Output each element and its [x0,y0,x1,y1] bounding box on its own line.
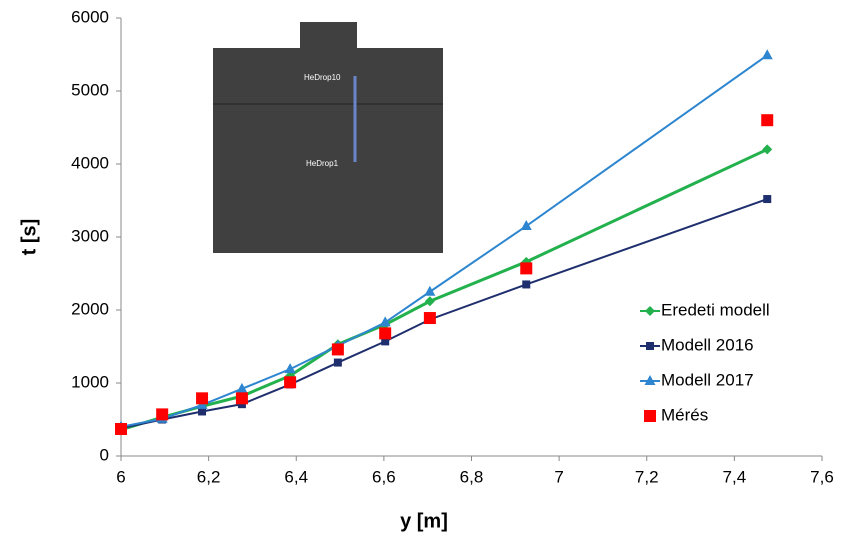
legend-marker [645,306,655,316]
tank-dome [213,48,443,104]
data-point [761,49,773,60]
legend-label: Modell 2016 [661,335,754,354]
data-point [115,422,127,435]
x-tick-label: 7,4 [723,467,747,486]
tank-neck [300,22,357,50]
inset-label: HeDrop1 [306,159,339,168]
data-point [761,114,774,127]
data-point [520,220,532,231]
legend-label: Modell 2017 [661,370,754,389]
legend-label: Mérés [661,405,708,424]
data-point [424,296,435,307]
data-point [762,144,773,155]
series-line [120,198,768,430]
data-point [196,392,209,405]
x-tick-label: 7,2 [635,467,659,486]
data-point [235,392,248,405]
x-tick-label: 6,4 [284,467,308,486]
data-point [423,312,436,325]
data-point [520,262,533,275]
x-tick-label: 7,6 [810,467,834,486]
inset-label: HeDrop10 [304,73,341,82]
legend-marker [644,375,656,385]
x-tick-label: 7 [554,467,563,486]
data-point [522,280,531,289]
data-point [156,408,169,421]
data-point [198,407,207,416]
x-tick-label: 6,8 [460,467,484,486]
y-tick-label: 1000 [71,372,109,391]
data-point [424,285,436,296]
inset-image: HeDrop10 HeDrop1 [213,22,443,253]
x-axis-label: y [m] [400,510,448,532]
data-point [763,195,772,204]
y-tick-label: 2000 [71,299,109,318]
y-tick-label: 5000 [71,80,109,99]
y-tick-label: 4000 [71,153,109,172]
y-tick-label: 3000 [71,226,109,245]
x-tick-label: 6,6 [372,467,396,486]
data-point [379,316,391,327]
data-point [284,376,297,389]
x-tick-label: 6,2 [197,467,221,486]
data-point [379,327,392,340]
data-point [236,382,248,393]
legend-label: Eredeti modell [661,300,770,319]
data-point [333,358,342,367]
y-tick-label: 0 [100,445,109,464]
data-point [331,343,344,356]
legend-marker [646,342,654,350]
x-tick-label: 6 [116,467,125,486]
y-axis-label: t [s] [18,219,40,256]
y-tick-label: 6000 [71,7,109,26]
data-point [381,337,390,346]
series-line [120,54,768,428]
legend-marker [644,410,656,422]
data-point [284,363,296,374]
